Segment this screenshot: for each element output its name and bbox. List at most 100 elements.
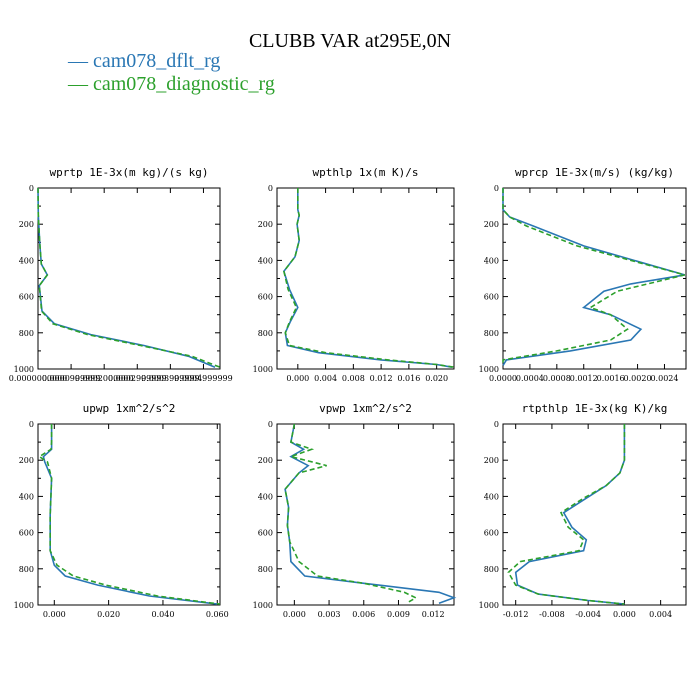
legend-label-2: cam078_diagnostic_rg bbox=[93, 73, 275, 95]
series-line-1 bbox=[42, 424, 218, 605]
y-tick-label: 0 bbox=[494, 420, 499, 429]
y-tick-label: 0 bbox=[29, 420, 34, 429]
x-tick-label: 0.000 bbox=[286, 374, 309, 383]
series-line-2 bbox=[502, 188, 685, 366]
series-line-1 bbox=[284, 423, 457, 604]
y-tick-label: 1000 bbox=[479, 601, 499, 610]
x-tick-label: -0.008 bbox=[539, 610, 565, 619]
y-tick-label: 0 bbox=[268, 420, 273, 429]
x-tick-label: 0.0004 bbox=[516, 374, 544, 383]
page-title: CLUBB VAR at295E,0N bbox=[248, 30, 452, 52]
x-tick-label: 0.0000 bbox=[489, 374, 517, 383]
y-tick-label: 400 bbox=[484, 256, 499, 265]
y-tick-label: 400 bbox=[258, 492, 273, 501]
panel-5: vpwp 1xm^2/s^2 0 200 400 600 800 1000 0.000 0.00… bbox=[253, 402, 457, 619]
y-tick-label: 1000 bbox=[253, 365, 273, 374]
panel-frame bbox=[276, 423, 455, 606]
x-tick-label: 0.006 bbox=[352, 610, 375, 619]
x-tick-label: 0.0024 bbox=[650, 374, 678, 383]
legend-label-1: cam078_dflt_rg bbox=[93, 50, 221, 72]
y-tick-label: 400 bbox=[19, 256, 34, 265]
y-tick-label: 600 bbox=[258, 293, 273, 302]
x-tick-label: 0.040 bbox=[152, 610, 175, 619]
y-tick-label: 600 bbox=[19, 529, 34, 538]
x-tick-label: 0.003 bbox=[318, 610, 341, 619]
y-tick-label: 0 bbox=[494, 184, 499, 193]
y-tick-label: 400 bbox=[19, 492, 34, 501]
panel-frame bbox=[276, 187, 455, 370]
series-line-2 bbox=[284, 423, 418, 604]
x-tick-label: 0.004 bbox=[314, 374, 337, 383]
x-tick-label: 0.012 bbox=[370, 374, 393, 383]
x-tick-label: 0.0000999999 bbox=[42, 374, 101, 383]
x-tick-label: 0.0003999999 bbox=[141, 374, 200, 383]
y-tick-label: 200 bbox=[484, 456, 499, 465]
panel-title: vpwp 1xm^2/s^2 bbox=[319, 402, 412, 415]
x-tick-label: 0.000 bbox=[283, 610, 306, 619]
series-line-2 bbox=[37, 424, 221, 605]
x-tick-label: 0.0012 bbox=[570, 374, 598, 383]
panel-2: wpthlp 1x(m K)/s 0 200 400 600 800 1000 0.000 0.… bbox=[253, 166, 455, 383]
x-tick-label: 0.000 bbox=[613, 610, 636, 619]
x-tick-label: 0.012 bbox=[422, 610, 445, 619]
x-tick-label: 0.000 bbox=[43, 610, 66, 619]
x-tick-label: 0.0016 bbox=[597, 374, 625, 383]
legend-entry-2: — cam078_diagnostic_rg bbox=[68, 73, 275, 95]
series-line-1 bbox=[37, 187, 216, 368]
y-tick-label: 0 bbox=[29, 184, 34, 193]
y-tick-label: 800 bbox=[19, 565, 34, 574]
y-tick-label: 200 bbox=[484, 220, 499, 229]
series-line-2 bbox=[37, 187, 221, 368]
x-tick-label: 0.0008 bbox=[543, 374, 571, 383]
y-tick-label: 400 bbox=[484, 492, 499, 501]
y-tick-label: 200 bbox=[19, 220, 34, 229]
panel-frame bbox=[37, 423, 221, 606]
x-tick-label: 0.0002999999 bbox=[108, 374, 167, 383]
y-tick-label: 0 bbox=[268, 184, 273, 193]
y-tick-label: 600 bbox=[258, 529, 273, 538]
x-tick-label: 0.060 bbox=[206, 610, 229, 619]
x-tick-label: 0.016 bbox=[397, 374, 420, 383]
panel-3: wprcp 1E-3x(m/s) (kg/kg) 0 200 400 600 800 100… bbox=[479, 166, 687, 383]
y-tick-label: 600 bbox=[484, 293, 499, 302]
y-tick-label: 1000 bbox=[14, 365, 34, 374]
y-tick-label: 200 bbox=[258, 456, 273, 465]
x-tick-label: 0.0004999999 bbox=[174, 374, 233, 383]
x-tick-label: 0.0002000000 bbox=[75, 374, 134, 383]
panel-1: wprtp 1E-3x(m kg)/(s kg) 0 200 400 600 800 100… bbox=[9, 166, 233, 383]
panel-title: rtpthlp 1E-3x(kg K)/kg bbox=[522, 402, 668, 415]
y-tick-label: 800 bbox=[484, 329, 499, 338]
y-tick-label: 1000 bbox=[253, 601, 273, 610]
panel-title: wpthlp 1x(m K)/s bbox=[313, 166, 419, 179]
y-tick-label: 600 bbox=[484, 529, 499, 538]
panel-title: wprcp 1E-3x(m/s) (kg/kg) bbox=[515, 166, 674, 179]
legend: — cam078_dflt_rg — cam078_diagnostic_rg bbox=[68, 50, 275, 96]
series-line-1 bbox=[502, 188, 685, 366]
x-tick-label: 0.020 bbox=[97, 610, 120, 619]
y-tick-label: 800 bbox=[19, 329, 34, 338]
x-tick-label: 0.009 bbox=[387, 610, 410, 619]
series-line-2 bbox=[283, 188, 455, 368]
panel-title: upwp 1xm^2/s^2 bbox=[83, 402, 176, 415]
series-line-1 bbox=[514, 424, 626, 605]
x-tick-label: 0.004 bbox=[649, 610, 672, 619]
panel-6: rtpthlp 1E-3x(kg K)/kg 0 200 400 600 800 1000 -… bbox=[479, 402, 687, 619]
y-tick-label: 600 bbox=[19, 293, 34, 302]
panel-frame bbox=[502, 423, 687, 606]
y-tick-label: 1000 bbox=[479, 365, 499, 374]
panel-4: upwp 1xm^2/s^2 0 200 400 600 800 1000 0.000 0.02… bbox=[14, 402, 229, 619]
x-tick-label: 0.0000000000 bbox=[9, 374, 68, 383]
y-tick-label: 800 bbox=[258, 329, 273, 338]
x-tick-label: -0.004 bbox=[575, 610, 601, 619]
y-tick-label: 200 bbox=[258, 220, 273, 229]
y-tick-label: 200 bbox=[19, 456, 34, 465]
series-line-1 bbox=[283, 188, 453, 368]
legend-entry-1: — cam078_dflt_rg bbox=[68, 50, 221, 72]
y-tick-label: 800 bbox=[484, 565, 499, 574]
y-tick-label: 1000 bbox=[14, 601, 34, 610]
y-tick-label: 400 bbox=[258, 256, 273, 265]
x-tick-label: 0.008 bbox=[342, 374, 365, 383]
y-tick-label: 800 bbox=[258, 565, 273, 574]
x-tick-label: 0.0020 bbox=[624, 374, 652, 383]
